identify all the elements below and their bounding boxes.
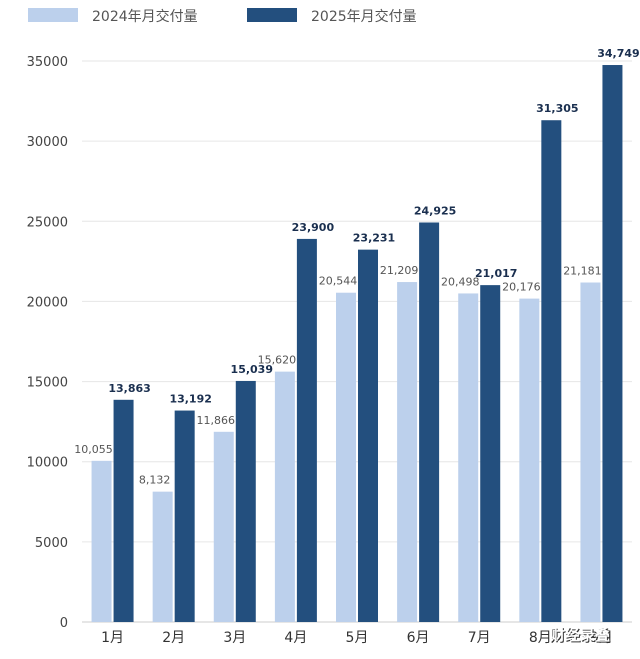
y-tick-label: 20000 bbox=[27, 295, 68, 310]
value-label: 10,055 bbox=[74, 443, 113, 456]
value-label: 21,209 bbox=[380, 264, 419, 277]
value-label: 13,192 bbox=[169, 393, 211, 406]
bar-2025-5 bbox=[358, 249, 378, 622]
bar-2024-2 bbox=[152, 491, 173, 622]
y-tick-label: 15000 bbox=[27, 376, 68, 391]
value-label: 21,017 bbox=[475, 267, 517, 280]
value-label: 20,544 bbox=[319, 275, 358, 288]
x-tick-label: 8月 bbox=[529, 630, 552, 646]
value-label: 34,749 bbox=[597, 47, 639, 60]
value-label: 15,039 bbox=[231, 363, 273, 376]
watermark-text: 财经录叠 bbox=[550, 626, 610, 644]
bar-2025-8 bbox=[541, 120, 562, 622]
value-label: 20,176 bbox=[502, 281, 541, 294]
x-tick-label: 2月 bbox=[162, 630, 185, 646]
bar-2025-4 bbox=[296, 238, 317, 622]
x-tick-label: 4月 bbox=[284, 630, 307, 646]
watermark-shadow: 财经录叠 bbox=[551, 627, 611, 645]
gridlines bbox=[82, 60, 632, 623]
y-axis-ticks: 0 5000 10000 15000 20000 25000 30000 35000 bbox=[27, 55, 68, 631]
value-label: 23,900 bbox=[292, 221, 335, 234]
bar-2025-7 bbox=[480, 285, 501, 622]
legend-label: 2024年月交付量 bbox=[92, 8, 198, 25]
y-tick-label: 10000 bbox=[27, 456, 68, 471]
bar-2025-6 bbox=[419, 222, 440, 622]
bar-2024-5 bbox=[336, 292, 356, 622]
bar-2024-3 bbox=[213, 431, 234, 622]
bar-2025-3 bbox=[235, 380, 256, 622]
value-label: 11,866 bbox=[197, 414, 236, 427]
value-label: 13,863 bbox=[108, 382, 150, 395]
x-axis-labels: 1月 2月 3月 4月 5月 6月 7月 8月 9月 bbox=[101, 630, 613, 646]
legend-swatch bbox=[28, 8, 78, 22]
y-tick-label: 5000 bbox=[35, 536, 68, 551]
value-labels: 10,055 13,863 8,132 13,192 11,866 15,03915,62… bbox=[74, 47, 639, 487]
bar-2024-7 bbox=[458, 293, 479, 622]
legend: 2024年月交付量 2025年月交付量 bbox=[28, 8, 417, 25]
value-label: 20,498 bbox=[441, 275, 480, 288]
bar-2025-9 bbox=[602, 65, 623, 622]
x-tick-label: 1月 bbox=[101, 630, 124, 646]
value-label: 31,305 bbox=[536, 102, 578, 115]
y-tick-label: 0 bbox=[60, 616, 68, 631]
value-label: 21,181 bbox=[563, 264, 602, 277]
x-tick-label: 3月 bbox=[223, 630, 246, 646]
legend-label: 2025年月交付量 bbox=[311, 8, 417, 25]
bar-2024-4 bbox=[274, 371, 295, 622]
watermark: 财经录叠 财经录叠 bbox=[550, 626, 611, 645]
bars bbox=[91, 65, 623, 622]
x-tick-label: 7月 bbox=[468, 630, 491, 646]
bar-2024-6 bbox=[397, 282, 418, 622]
y-tick-label: 25000 bbox=[27, 215, 68, 230]
bar-2024-1 bbox=[91, 460, 112, 622]
bar-2025-1 bbox=[113, 399, 134, 622]
value-label: 15,620 bbox=[258, 354, 297, 367]
bar-2025-2 bbox=[174, 410, 195, 622]
value-label: 23,231 bbox=[353, 232, 395, 245]
y-tick-label: 30000 bbox=[27, 135, 68, 150]
legend-swatch bbox=[247, 8, 297, 22]
x-tick-label: 6月 bbox=[407, 630, 430, 646]
bar-2024-9 bbox=[580, 282, 601, 622]
x-tick-label: 5月 bbox=[346, 630, 369, 646]
value-label: 24,925 bbox=[414, 204, 456, 217]
bar-2024-8 bbox=[519, 298, 540, 622]
y-tick-label: 35000 bbox=[27, 55, 68, 70]
value-label: 8,132 bbox=[139, 474, 171, 487]
x-tick-label: 9月 bbox=[590, 630, 613, 646]
